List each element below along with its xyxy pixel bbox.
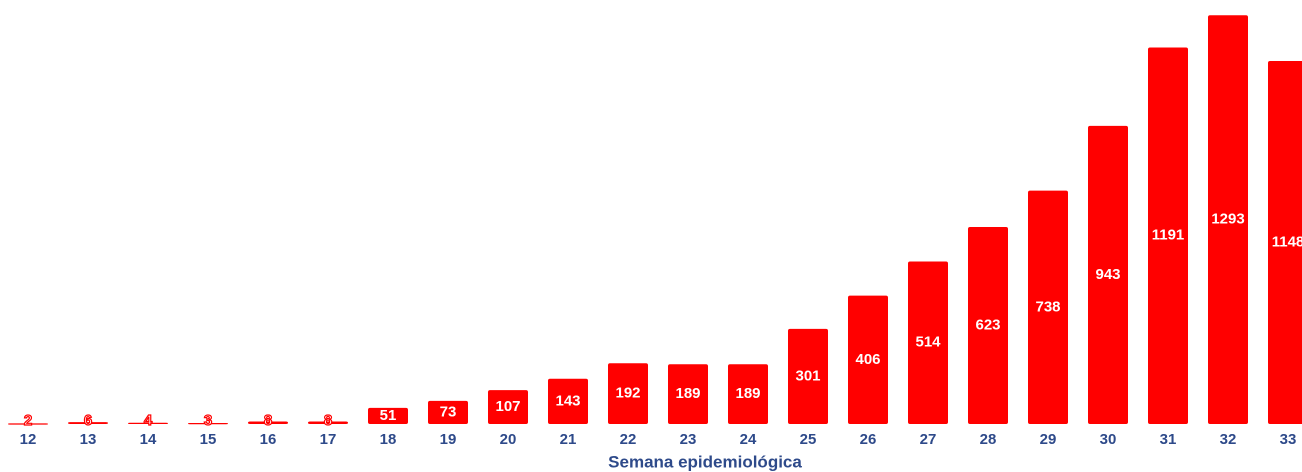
x-tick-label: 33	[1280, 431, 1297, 448]
bar	[128, 422, 168, 424]
x-tick-label: 12	[20, 431, 37, 448]
bar	[248, 421, 288, 424]
bar	[428, 400, 468, 424]
bar	[728, 364, 768, 424]
bar	[1148, 47, 1188, 425]
value-label: 189	[675, 385, 700, 402]
bar	[1028, 190, 1068, 424]
x-tick-label: 16	[260, 431, 277, 448]
x-tick-label: 13	[80, 431, 97, 448]
bar	[368, 407, 408, 424]
x-tick-label: 28	[980, 431, 997, 448]
x-tick-label: 15	[200, 431, 217, 448]
x-tick-label: 23	[680, 431, 697, 448]
value-label: 738	[1035, 298, 1060, 315]
value-label: 192	[615, 385, 640, 402]
value-label: 6	[84, 412, 92, 429]
x-tick-label: 25	[800, 431, 817, 448]
value-label: 189	[735, 385, 760, 402]
bar	[788, 328, 828, 424]
x-tick-label: 18	[380, 431, 397, 448]
value-label: 301	[795, 367, 820, 384]
value-label: 51	[380, 407, 397, 424]
bar	[488, 390, 528, 424]
bar	[908, 261, 948, 424]
value-label: 8	[324, 412, 332, 429]
x-tick-label: 22	[620, 431, 637, 448]
bar	[8, 423, 48, 425]
value-label: 1191	[1152, 227, 1185, 244]
value-label: 3	[204, 412, 212, 429]
bar	[188, 423, 228, 425]
value-label: 73	[440, 403, 457, 420]
bar	[608, 363, 648, 424]
value-label: 943	[1095, 266, 1120, 283]
x-tick-label: 24	[740, 431, 757, 448]
bar	[548, 378, 588, 424]
value-label: 4	[144, 412, 153, 429]
value-label: 1148	[1272, 233, 1302, 250]
value-label: 107	[495, 398, 520, 415]
value-label: 2	[24, 412, 32, 429]
x-tick-label: 17	[320, 431, 337, 448]
x-tick-label: 26	[860, 431, 877, 448]
x-tick-label: 31	[1160, 431, 1177, 448]
x-tick-label: 32	[1220, 431, 1237, 448]
bar	[1088, 125, 1128, 425]
value-label: 406	[855, 351, 880, 368]
bar	[1268, 61, 1302, 424]
x-tick-label: 30	[1100, 431, 1117, 448]
x-tick-label: 29	[1040, 431, 1057, 448]
x-tick-label: 19	[440, 431, 457, 448]
bar	[1208, 15, 1248, 425]
x-tick-label: 20	[500, 431, 517, 448]
bar	[968, 227, 1008, 424]
value-label: 1293	[1211, 211, 1244, 228]
bar	[68, 422, 108, 424]
value-label: 514	[915, 334, 941, 351]
x-tick-label: 21	[560, 431, 577, 448]
bar	[848, 295, 888, 424]
x-axis-title: Semana epidemiológica	[608, 452, 802, 471]
value-label: 8	[264, 412, 272, 429]
bar	[308, 421, 348, 424]
value-label: 623	[975, 316, 1000, 333]
value-label: 143	[555, 392, 580, 409]
x-tick-label: 27	[920, 431, 937, 448]
x-tick-label: 14	[140, 431, 157, 448]
bar	[668, 364, 708, 424]
